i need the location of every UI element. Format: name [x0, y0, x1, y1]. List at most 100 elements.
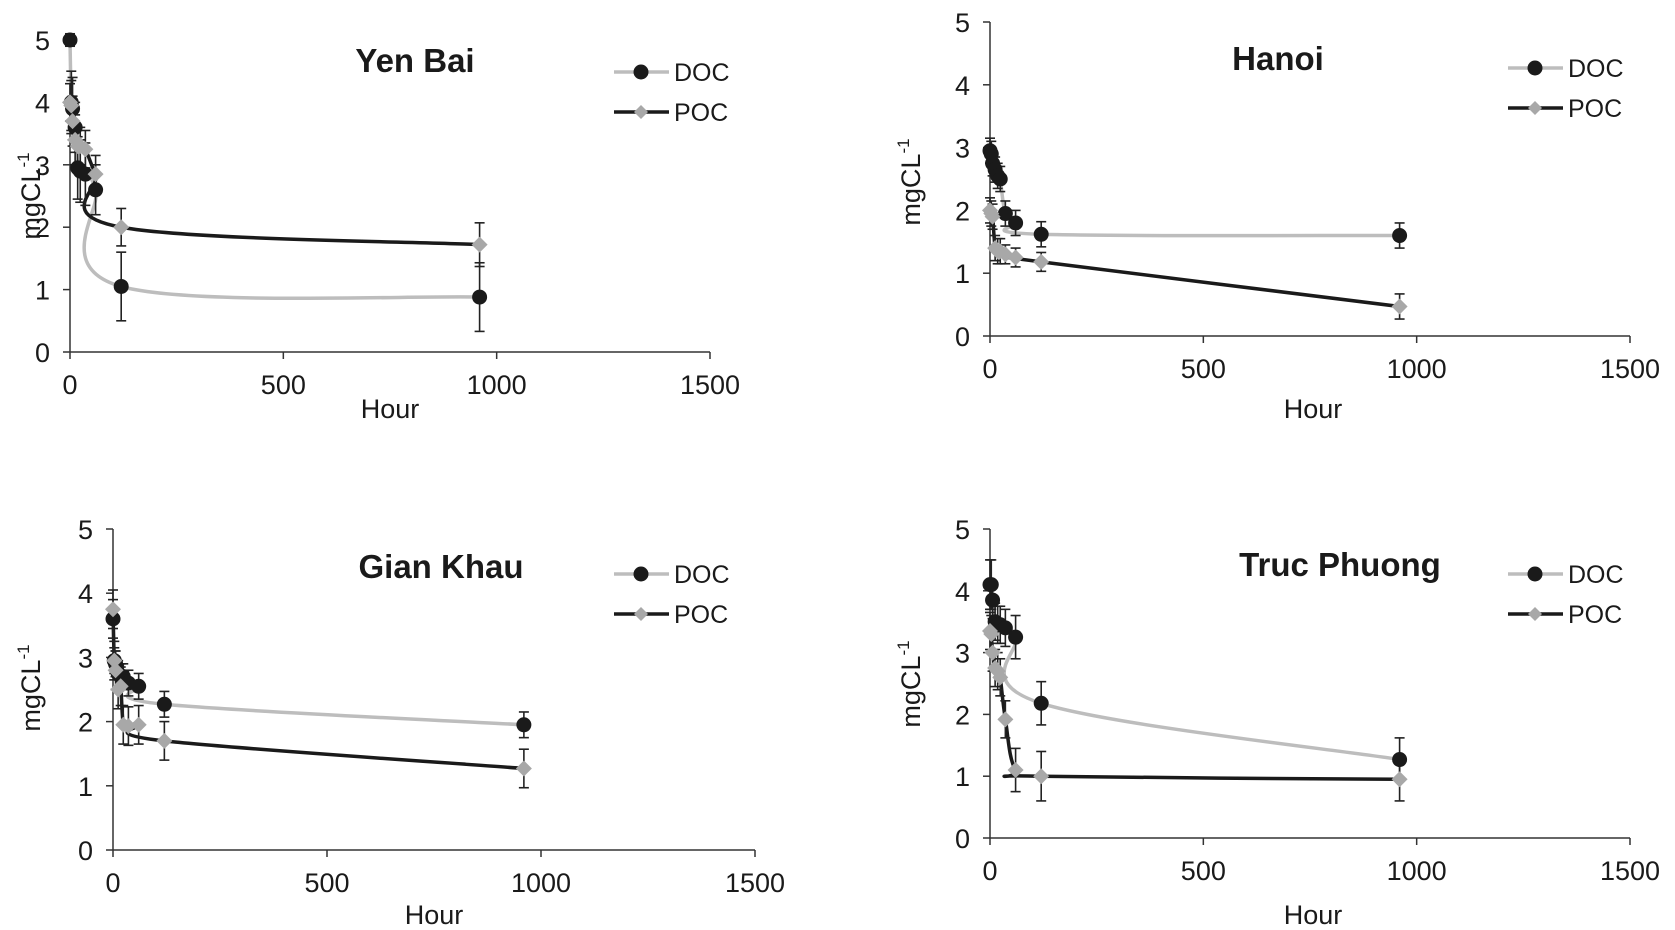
y-tick-label: 0 [955, 824, 970, 854]
data-point-poc [112, 678, 129, 695]
y-axis-title: mgCL-1 [14, 152, 46, 239]
y-axis-title: mgCL-1 [894, 640, 926, 727]
legend-label-poc: POC [674, 601, 728, 629]
chart-title: Truc Phuong [1239, 546, 1441, 583]
data-point-poc [984, 644, 1001, 661]
data-point-doc [1008, 629, 1024, 645]
y-tick-label: 4 [35, 88, 50, 118]
series-line-poc [111, 609, 525, 771]
y-tick-label: 1 [955, 762, 970, 792]
legend: DOC POC [1508, 561, 1624, 629]
legend-label-doc: DOC [1568, 561, 1624, 589]
y-tick-label: 2 [955, 700, 970, 730]
data-point-poc [77, 141, 94, 158]
data-point-poc [63, 97, 80, 114]
x-tick-label: 1000 [511, 868, 571, 898]
legend: DOC POC [614, 59, 730, 127]
data-point-poc [105, 601, 121, 618]
y-tick-label: 2 [78, 708, 93, 738]
x-tick-label: 500 [261, 370, 306, 400]
data-point-poc [156, 732, 173, 749]
data-point-poc [106, 652, 123, 669]
chart-panel-3: 0 1 2 3 4 5 0 500 1000 1500 Hour mgCL-1 Gian Khau DOC… [14, 515, 785, 930]
chart-title: Yen Bai [355, 42, 474, 79]
y-tick-label: 1 [78, 772, 93, 802]
series-line-doc [988, 150, 1400, 238]
y-tick-label: 1 [955, 259, 970, 289]
x-tick-label: 1000 [1387, 354, 1447, 384]
x-tick-label: 1000 [1387, 856, 1447, 886]
data-point-poc [1033, 768, 1050, 785]
series-line-doc [988, 581, 1400, 762]
data-point-poc [120, 718, 137, 735]
data-point-doc [1033, 226, 1049, 242]
data-point-poc [107, 662, 124, 679]
y-tick-label: 3 [78, 643, 93, 673]
y-tick-label: 4 [955, 577, 970, 607]
y-tick-label: 3 [35, 151, 50, 181]
data-point-poc [515, 760, 532, 777]
data-point-poc [997, 711, 1014, 728]
legend-marker-poc [634, 607, 648, 621]
data-point-doc [997, 206, 1013, 222]
data-point-poc [1391, 771, 1408, 788]
data-point-doc [156, 696, 172, 712]
legend-marker-doc [633, 64, 649, 80]
y-tick-label: 2 [955, 196, 970, 226]
data-point-doc [1392, 752, 1408, 768]
x-axis-title: Hour [1284, 900, 1343, 930]
data-point-doc [985, 592, 1001, 608]
y-tick-label: 5 [35, 26, 50, 56]
x-tick-label: 0 [982, 856, 997, 886]
x-tick-label: 0 [105, 868, 120, 898]
y-tick-label: 4 [78, 579, 93, 609]
data-point-poc [87, 166, 104, 183]
x-axis-title: Hour [405, 900, 464, 930]
legend-label-doc: DOC [674, 561, 730, 589]
y-axis-title: mgCL-1 [14, 644, 46, 731]
x-tick-label: 1500 [680, 370, 740, 400]
legend: DOC POC [614, 561, 730, 629]
x-axis-title: Hour [1284, 394, 1343, 424]
y-tick-label: 3 [955, 639, 970, 669]
chart-panel-2: 0 1 2 3 4 5 0 500 1000 1500 Hour mgCL-1 Hanoi DOC POC [894, 8, 1660, 424]
y-tick-label: 4 [955, 71, 970, 101]
x-tick-label: 1000 [467, 370, 527, 400]
x-tick-label: 500 [304, 868, 349, 898]
legend-marker-poc [634, 105, 648, 119]
data-point-doc [1008, 215, 1024, 231]
legend-marker-doc [1527, 566, 1543, 582]
x-tick-label: 500 [1181, 354, 1226, 384]
data-point-poc [1391, 298, 1408, 315]
legend-label-poc: POC [1568, 601, 1622, 629]
data-point-poc [992, 669, 1009, 686]
y-axis-title: mgCL-1 [894, 138, 926, 225]
data-point-doc [516, 717, 532, 733]
legend-label-doc: DOC [1568, 55, 1624, 83]
legend-label-poc: POC [1568, 95, 1622, 123]
x-axis-title: Hour [361, 394, 420, 424]
data-point-doc [77, 166, 93, 182]
legend-marker-doc [633, 566, 649, 582]
legend-marker-doc [1527, 60, 1543, 76]
legend: DOC POC [1508, 55, 1624, 123]
data-point-poc [1007, 762, 1024, 779]
data-point-poc [1007, 249, 1024, 266]
y-tick-label: 0 [78, 836, 93, 866]
chart-panel-4: 0 1 2 3 4 5 0 500 1000 1500 Hour mgCL-1 Truc Phuong D… [894, 515, 1660, 930]
data-point-poc [983, 626, 1000, 643]
data-point-doc [1033, 695, 1049, 711]
data-point-doc [88, 182, 104, 198]
x-tick-label: 500 [1181, 856, 1226, 886]
y-tick-label: 0 [955, 322, 970, 352]
y-tick-label: 5 [955, 8, 970, 38]
x-tick-label: 1500 [725, 868, 785, 898]
data-point-poc [113, 219, 130, 236]
data-point-poc [471, 236, 488, 253]
x-tick-label: 0 [982, 354, 997, 384]
y-tick-label: 0 [35, 338, 50, 368]
data-point-doc [997, 620, 1013, 636]
data-point-doc [105, 611, 121, 627]
y-tick-label: 5 [955, 515, 970, 545]
